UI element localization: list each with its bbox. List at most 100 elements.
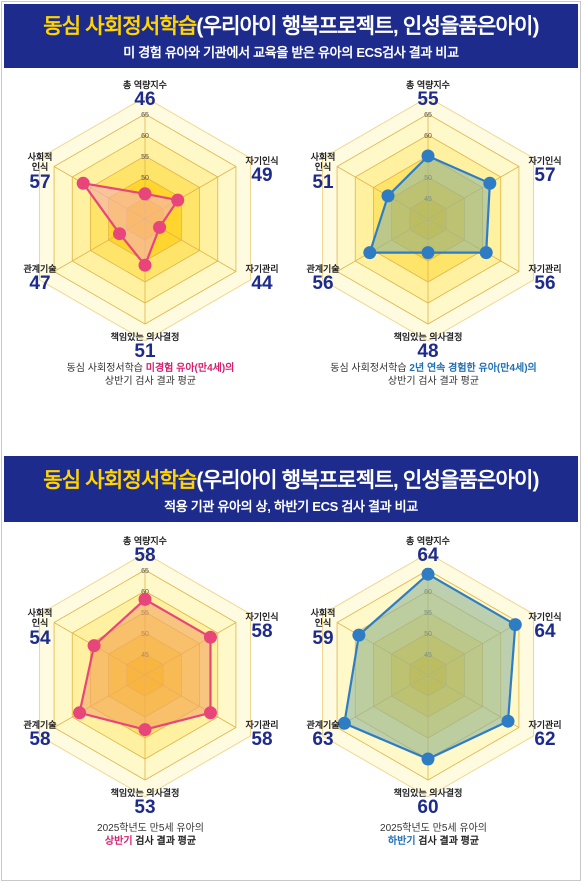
- radar-data-point: [421, 752, 435, 766]
- axis-value: 47: [29, 273, 51, 294]
- radar-svg: 4550556065: [322, 96, 534, 342]
- banner-title-rest: (우리아이 행복프로젝트, 인성을품은아이): [196, 15, 539, 38]
- axis-label: 자기관리: [245, 720, 279, 730]
- radar-tick-label: 65: [141, 112, 149, 119]
- axis-label: 자기인식: [528, 156, 562, 166]
- caption-text: 2025학년도 만5세 유아의: [380, 823, 487, 834]
- radar-data-point: [73, 706, 87, 720]
- banner-title-bold: 동심 사회정서학습: [43, 469, 197, 492]
- axis-value: 64: [417, 545, 439, 566]
- caption-4: 2025학년도 만5세 유아의 하반기 검사 결과 평균: [288, 822, 579, 848]
- axis-label: 총 역량지수: [123, 80, 167, 90]
- axis-value: 57: [29, 172, 51, 193]
- banner-title: 동심 사회정서학습(우리아이 행복프로젝트, 인성을품은아이): [4, 464, 578, 494]
- axis-label: 자기관리: [528, 264, 562, 274]
- radar-data-point: [501, 714, 515, 728]
- radar-data-point: [363, 246, 377, 260]
- radar-data-point: [483, 176, 497, 190]
- radar-data-point: [508, 618, 522, 632]
- axis-label: 책임있는 의사결정: [393, 332, 463, 342]
- radar-data-point: [87, 639, 101, 653]
- axis-value: 58: [134, 545, 156, 566]
- caption-2: 동심 사회정서학습 2년 연속 경험한 유아(만4세)의 상반기 검사 결과 평…: [288, 362, 579, 388]
- axis-value: 54: [29, 628, 51, 649]
- caption-text: 동심 사회정서학습: [330, 363, 410, 374]
- radar-data-point: [138, 187, 152, 201]
- radar-data-point: [153, 220, 167, 234]
- caption-line2: 검사 결과 평균: [132, 836, 197, 847]
- radar-svg: 4550556065: [39, 96, 251, 342]
- caption-line2: 상반기 검사 결과 평균: [104, 376, 197, 387]
- axis-label: 사회적 인식: [27, 152, 53, 172]
- axis-value: 58: [251, 729, 273, 750]
- caption-highlight: 하반기: [387, 836, 416, 847]
- axis-label: 사회적 인식: [27, 608, 53, 628]
- radar-data-point: [203, 706, 217, 720]
- caption-line2: 상반기 검사 결과 평균: [387, 376, 480, 387]
- axis-label: 자기관리: [245, 264, 279, 274]
- radar-data-point: [421, 149, 435, 163]
- radar-data-point: [138, 258, 152, 272]
- banner-subtitle: 적용 기관 유아의 상, 하반기 ECS 검사 결과 비교: [164, 499, 418, 514]
- axis-label: 관계기술: [306, 720, 340, 730]
- radar-data-point: [421, 567, 435, 581]
- radar-tick-label: 60: [141, 133, 149, 140]
- axis-label: 책임있는 의사결정: [110, 332, 180, 342]
- radar-svg: 4550556065: [39, 552, 251, 798]
- axis-label: 관계기술: [306, 264, 340, 274]
- banner-bottom: 동심 사회정서학습(우리아이 행복프로젝트, 인성을품은아이) 적용 기관 유아…: [4, 456, 578, 522]
- radar-tick-label: 60: [424, 133, 432, 140]
- axis-value: 48: [417, 341, 439, 362]
- axis-label: 총 역량지수: [123, 536, 167, 546]
- radar-data-point: [381, 189, 395, 203]
- radar-data-point: [76, 176, 90, 190]
- axis-label: 사회적 인식: [310, 608, 336, 628]
- axis-label: 관계기술: [23, 720, 57, 730]
- radar-tick-label: 65: [424, 112, 432, 119]
- axis-value: 51: [312, 172, 334, 193]
- axis-label: 자기관리: [528, 720, 562, 730]
- axis-label: 사회적 인식: [310, 152, 336, 172]
- axis-label: 관계기술: [23, 264, 57, 274]
- axis-label: 책임있는 의사결정: [393, 788, 463, 798]
- radar-data-point: [113, 227, 127, 241]
- axis-label: 자기인식: [528, 612, 562, 622]
- banner-top: 동심 사회정서학습(우리아이 행복프로젝트, 인성을품은아이) 미 경험 유아와…: [4, 4, 578, 68]
- caption-highlight: 미경험 유아(만4세)의: [145, 363, 235, 374]
- radar-tick-label: 65: [141, 568, 149, 575]
- axis-value: 58: [251, 621, 273, 642]
- radar-data-point: [352, 628, 366, 642]
- radar-svg: 4550556065: [322, 552, 534, 798]
- radar-tick-label: 60: [141, 589, 149, 596]
- axis-label: 자기인식: [245, 612, 279, 622]
- axis-value: 49: [251, 165, 273, 186]
- axis-value: 60: [417, 797, 439, 818]
- radar-data-point: [203, 630, 217, 644]
- caption-highlight: 상반기: [104, 836, 133, 847]
- banner-title-bold: 동심 사회정서학습: [43, 15, 197, 38]
- caption-1: 동심 사회정서학습 미경험 유아(만4세)의 상반기 검사 결과 평균: [5, 362, 296, 388]
- axis-label: 총 역량지수: [406, 80, 450, 90]
- axis-label: 책임있는 의사결정: [110, 788, 180, 798]
- axis-value: 58: [29, 729, 51, 750]
- axis-value: 62: [534, 729, 556, 750]
- axis-value: 46: [134, 89, 156, 110]
- radar-data-point: [479, 246, 493, 260]
- banner-title: 동심 사회정서학습(우리아이 행복프로젝트, 인성을품은아이): [4, 10, 578, 40]
- axis-value: 44: [251, 273, 273, 294]
- axis-value: 56: [534, 273, 556, 294]
- banner-title-rest: (우리아이 행복프로젝트, 인성을품은아이): [196, 469, 539, 492]
- axis-value: 56: [312, 273, 334, 294]
- caption-line2: 검사 결과 평균: [415, 836, 480, 847]
- caption-text: 동심 사회정서학습: [66, 363, 146, 374]
- axis-value: 51: [134, 341, 156, 362]
- radar-data-point: [421, 246, 435, 260]
- radar-tick-label: 55: [141, 154, 149, 161]
- radar-data-point: [138, 592, 152, 606]
- axis-value: 53: [134, 797, 156, 818]
